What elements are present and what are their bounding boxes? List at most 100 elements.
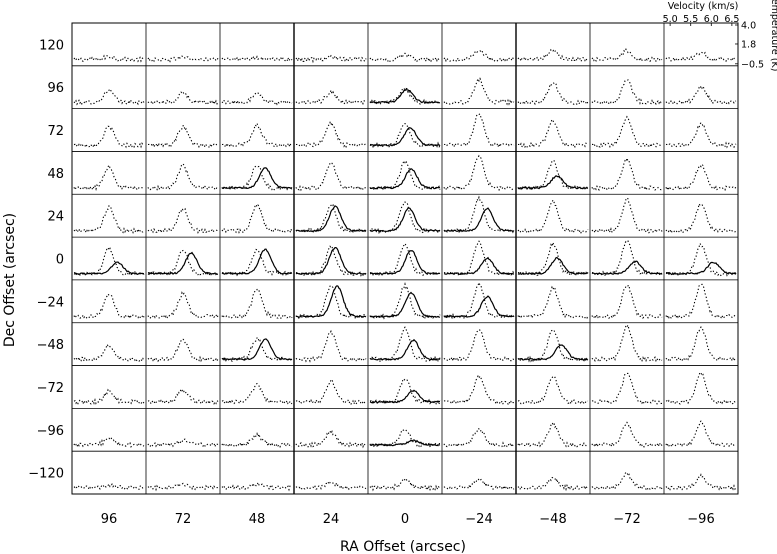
dotted-spectrum [221,432,293,449]
dec-tick-label: 72 [47,124,64,139]
dec-tick-label: 96 [47,81,64,96]
dotted-spectrum [517,48,589,63]
dotted-spectrum [295,54,367,64]
dotted-spectrum [591,240,663,277]
dotted-spectrum [665,371,737,405]
temperature-tick-label: 4.0 [741,21,756,32]
dotted-spectrum [665,84,737,106]
dotted-spectrum [517,421,589,449]
dotted-spectrum [592,115,663,149]
dotted-spectrum [591,156,663,192]
solid-spectrum [517,256,589,276]
dotted-spectrum [73,205,145,234]
dotted-spectrum [221,382,293,405]
dotted-spectrum [73,343,145,363]
dotted-spectrum [147,482,219,492]
dotted-spectrum [147,338,219,363]
dotted-spectrum [517,329,589,363]
dotted-spectrum [295,284,367,320]
dotted-spectrum [73,54,145,63]
dotted-spectrum [221,122,293,149]
dotted-spectrum [295,480,367,491]
solid-spectrum [369,207,441,233]
velocity-axis-label: Velocity (km/s) [668,1,739,12]
dotted-spectrum [221,480,293,492]
solid-spectrum [443,295,515,319]
dotted-spectrum [517,476,589,492]
ra-tick-label: 24 [323,512,340,527]
dotted-spectrum [665,51,737,63]
solid-spectrum [147,251,219,276]
dotted-spectrum [443,154,515,192]
dotted-spectrum [73,88,145,106]
ra-tick-labels: 96 72 48 24 0 −24 −48 −72 −96 [101,512,715,527]
dotted-spectrum [369,242,441,277]
dotted-spectrum [221,248,293,277]
solid-spectrum [443,256,515,276]
dotted-spectrum [443,77,515,106]
ra-tick-label: 96 [101,512,118,527]
solid-spectrum [369,249,441,276]
dotted-spectrum [295,245,367,277]
dotted-spectrum [665,163,737,192]
dotted-spectrum [221,336,293,363]
dotted-spectrum [73,246,145,277]
dotted-spectrum [295,329,367,363]
dotted-spectrum [665,420,737,448]
solid-spectrum [369,389,440,404]
solid-spectrum [369,291,441,319]
dotted-spectrum [443,113,515,149]
solid-spectrum [295,205,367,233]
dotted-spectrum [443,280,515,320]
dec-tick-label: 48 [47,167,64,182]
dotted-spectrum [147,55,219,63]
dotted-spectrum [369,428,441,448]
dotted-spectrum [443,195,515,234]
dotted-spectrum [517,118,589,149]
temperature-tick-label: 1.8 [741,39,756,50]
dotted-spectrum [221,288,293,320]
dotted-spectrum [73,163,144,192]
dotted-spectrum [591,372,662,405]
dotted-spectrum [443,427,515,449]
dotted-spectrum [295,378,367,406]
dotted-spectrum [221,203,293,234]
dotted-spectrum [369,122,440,149]
ra-tick-label: 72 [175,512,192,527]
solid-spectrum [517,344,589,361]
dotted-spectrum [147,162,219,191]
dotted-spectrum [147,291,219,320]
dotted-spectrum [591,196,663,235]
dec-tick-label: 120 [39,38,64,53]
dotted-spectrum [517,240,589,277]
solid-spectrum [221,338,293,361]
dotted-spectrum [295,429,366,449]
dotted-spectrum [517,285,589,320]
temperature-axis-label: Temperature (K) [769,0,777,71]
solid-spectrum [73,261,145,275]
solid-spectrum [369,439,441,447]
dotted-spectrum [591,471,663,491]
dec-tick-label: −120 [28,467,64,482]
dotted-spectrum [517,375,589,406]
velocity-tick-label: 6.5 [724,14,739,25]
dotted-spectrum [369,201,441,235]
y-axis-label: Dec Offset (arcsec) [2,213,18,347]
ra-tick-label: −96 [687,512,714,527]
dotted-spectrum [517,198,589,234]
dotted-spectrum [73,436,145,449]
dotted-spectrum [147,91,219,106]
dotted-spectrum [665,283,737,320]
dec-tick-label: 0 [56,253,64,268]
dec-tick-label: −24 [37,295,64,310]
dotted-spectrum [665,473,737,492]
solid-spectrum [221,167,293,190]
ra-tick-label: 48 [249,512,266,527]
velocity-tick-label: 5.5 [683,14,698,25]
dotted-spectrum [73,388,145,406]
dotted-spectrum [73,293,145,320]
dec-tick-label: −96 [37,424,64,439]
dotted-spectrum [295,162,367,192]
dotted-spectrum [147,249,219,278]
dotted-spectrum [73,125,145,149]
